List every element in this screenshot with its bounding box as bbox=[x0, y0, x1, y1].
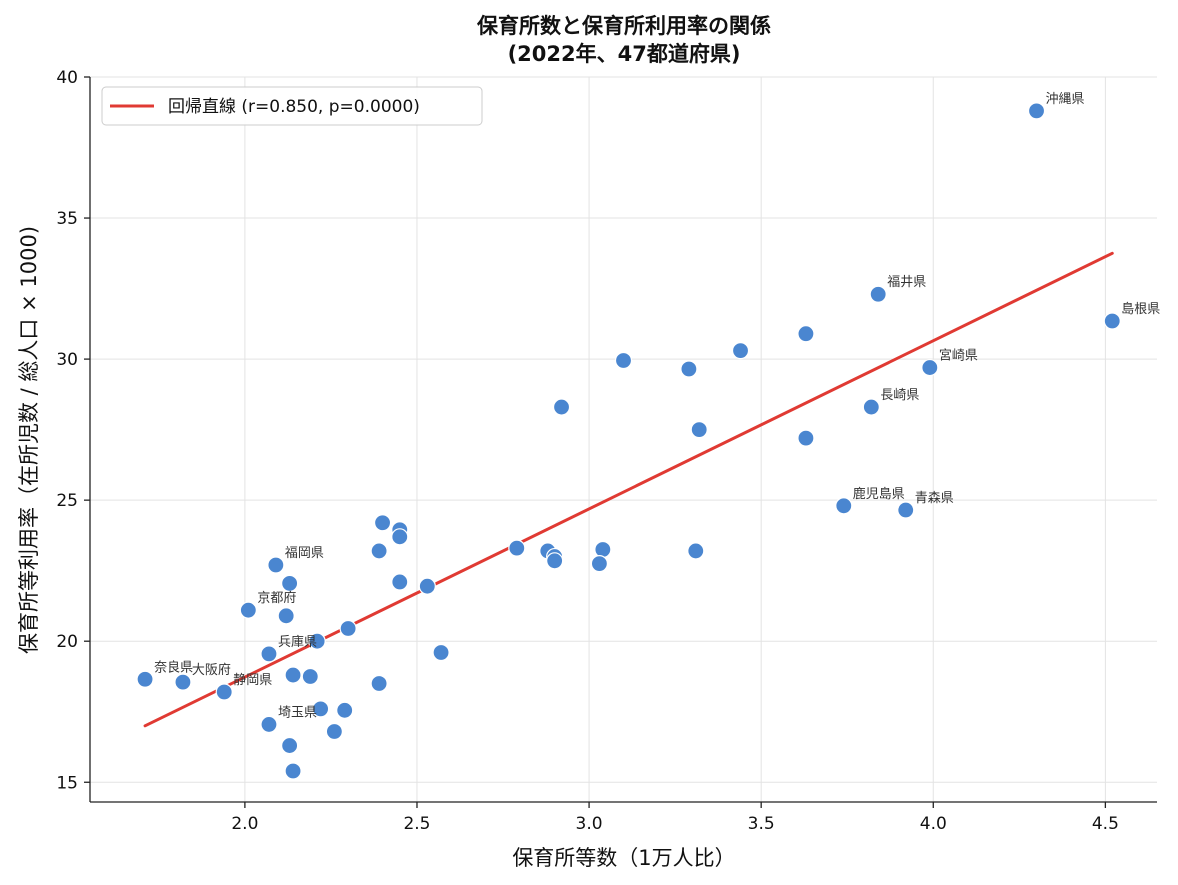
point-label: 静岡県 bbox=[233, 673, 272, 688]
y-tick-label: 20 bbox=[56, 632, 78, 652]
data-point bbox=[418, 577, 436, 595]
data-point bbox=[373, 514, 392, 532]
x-tick-label: 4.0 bbox=[920, 814, 947, 834]
y-axis-label: 保育所等利用率（在所児数 / 総人口 × 1000) bbox=[17, 226, 41, 654]
y-tick-label: 15 bbox=[56, 773, 78, 793]
data-point bbox=[267, 556, 285, 574]
data-point bbox=[546, 552, 564, 570]
data-point bbox=[687, 542, 705, 560]
x-tick-label: 2.0 bbox=[231, 814, 258, 834]
data-point bbox=[239, 601, 257, 619]
x-tick-label: 2.5 bbox=[403, 814, 430, 834]
data-point bbox=[174, 673, 192, 691]
x-axis-ticks: 2.0 2.5 3.0 3.5 4.0 4.5 bbox=[231, 802, 1119, 834]
chart-title-line1: 保育所数と保育所利用率の関係 bbox=[476, 14, 771, 38]
point-label: 埼玉県 bbox=[278, 705, 317, 720]
legend-box bbox=[101, 86, 483, 126]
data-point bbox=[281, 736, 299, 755]
data-point bbox=[921, 358, 939, 377]
legend-label: 回帰直線 (r=0.850, p=0.0000) bbox=[168, 97, 420, 117]
data-point bbox=[391, 528, 409, 546]
y-axis-ticks: 15 20 25 30 35 40 bbox=[56, 68, 90, 793]
data-point bbox=[1027, 102, 1046, 120]
x-axis-label: 保育所等数（1万人比） bbox=[512, 846, 735, 870]
point-label: 京都府 bbox=[257, 591, 296, 606]
data-point bbox=[731, 342, 750, 360]
y-tick-label: 35 bbox=[56, 209, 78, 229]
data-point bbox=[552, 398, 571, 416]
regression-layer bbox=[143, 251, 1114, 728]
data-point bbox=[284, 762, 302, 780]
data-point bbox=[797, 325, 815, 343]
data-point bbox=[260, 645, 278, 663]
point-label: 宮崎県 bbox=[939, 348, 978, 364]
x-tick-label: 4.5 bbox=[1092, 814, 1119, 834]
data-point bbox=[432, 643, 450, 662]
point-label: 奈良県 bbox=[154, 659, 193, 675]
data-point bbox=[594, 540, 612, 559]
data-point bbox=[370, 542, 388, 560]
legend: 回帰直線 (r=0.850, p=0.0000) bbox=[101, 86, 483, 126]
data-point bbox=[797, 429, 815, 447]
point-label: 福岡県 bbox=[285, 546, 324, 561]
data-point bbox=[370, 674, 388, 693]
data-point bbox=[308, 632, 326, 650]
point-label: 兵庫県 bbox=[278, 635, 317, 650]
data-point bbox=[835, 497, 853, 515]
data-point bbox=[391, 573, 409, 591]
point-label: 島根県 bbox=[1121, 302, 1160, 317]
data-point bbox=[508, 539, 526, 557]
data-point bbox=[897, 501, 915, 519]
data-point bbox=[136, 670, 154, 688]
data-point bbox=[215, 683, 233, 701]
data-point bbox=[260, 715, 278, 734]
data-point bbox=[862, 398, 880, 416]
point-label: 鹿児島県 bbox=[853, 486, 905, 502]
point-label: 青森県 bbox=[915, 491, 954, 506]
chart-title-line2: (2022年、47都道府県) bbox=[508, 42, 741, 66]
points-layer bbox=[136, 102, 1121, 780]
grid-lines bbox=[90, 76, 1157, 802]
data-point bbox=[869, 285, 887, 303]
point-label: 大阪府 bbox=[192, 663, 231, 678]
data-point bbox=[680, 360, 698, 378]
x-tick-label: 3.5 bbox=[748, 814, 775, 834]
regression-line bbox=[143, 251, 1114, 728]
data-point bbox=[312, 700, 330, 718]
data-point bbox=[339, 619, 357, 638]
point-label: 福井県 bbox=[887, 275, 926, 290]
data-point bbox=[325, 722, 343, 741]
point-label: 沖縄県 bbox=[1046, 92, 1085, 107]
data-point bbox=[336, 701, 354, 719]
data-point bbox=[301, 667, 319, 686]
y-tick-label: 25 bbox=[56, 491, 78, 511]
data-point bbox=[590, 555, 609, 573]
data-point bbox=[281, 574, 299, 592]
point-label: 長崎県 bbox=[880, 388, 919, 403]
data-point bbox=[277, 607, 295, 625]
x-tick-label: 3.0 bbox=[576, 814, 603, 834]
y-tick-label: 40 bbox=[56, 68, 78, 88]
y-tick-label: 30 bbox=[56, 350, 78, 370]
data-point bbox=[1103, 312, 1121, 330]
data-point bbox=[614, 351, 633, 370]
data-point bbox=[284, 666, 302, 684]
data-point bbox=[690, 421, 708, 439]
